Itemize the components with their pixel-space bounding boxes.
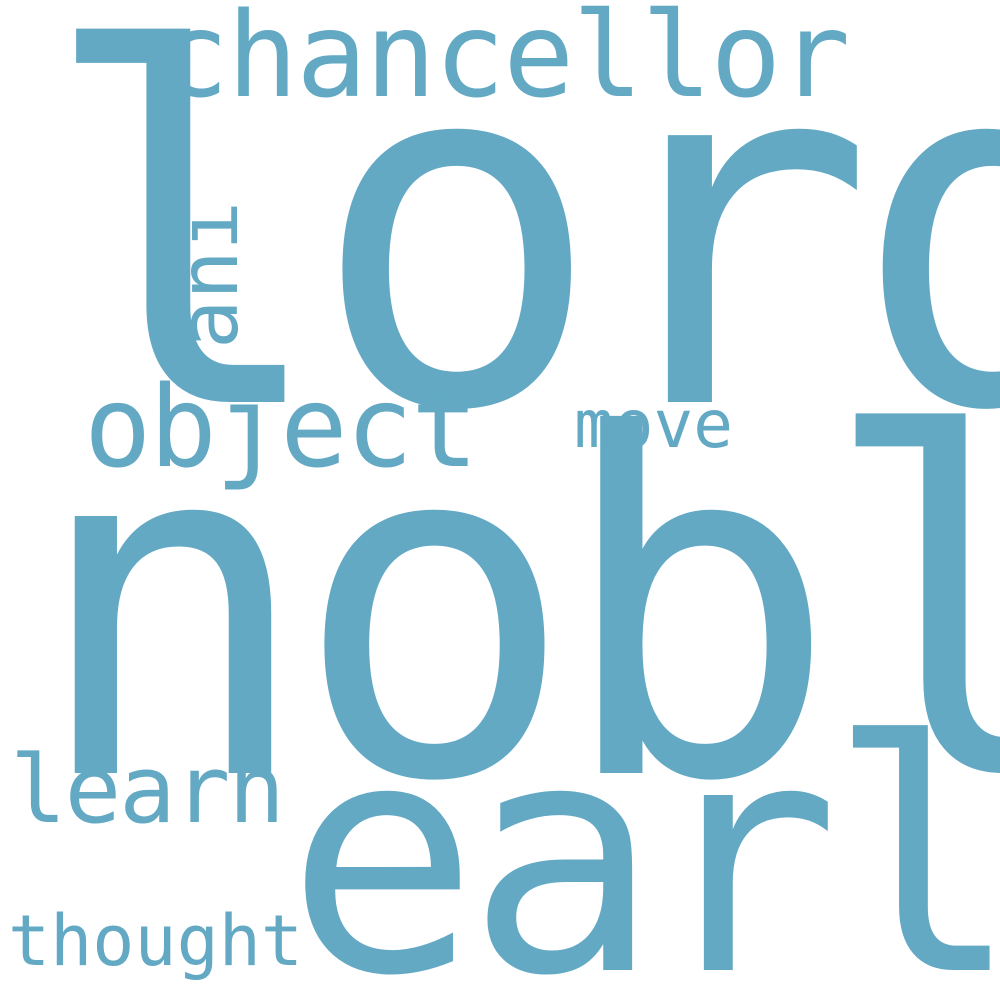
word-learn: learn (10, 736, 285, 845)
word-thought: thought (8, 900, 304, 982)
word-lord: lord (38, 0, 1000, 518)
word-object: object (84, 363, 479, 493)
word-nobl: nobl (30, 337, 1000, 884)
word-chancellor: chancellor (158, 0, 850, 124)
word-ani: ani (162, 200, 258, 350)
word-earl: earl (286, 674, 1000, 1000)
word-move: move (574, 386, 733, 463)
